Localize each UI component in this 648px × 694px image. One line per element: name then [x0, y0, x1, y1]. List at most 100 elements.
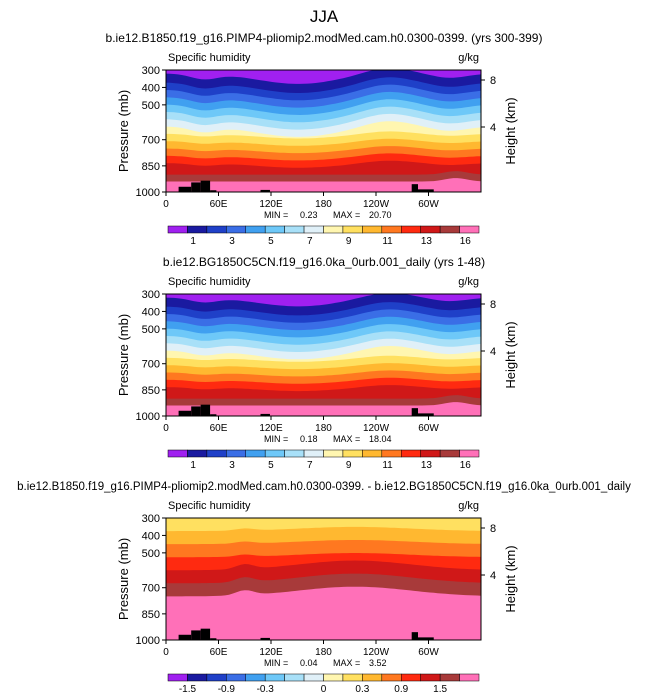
- y2-tick-label: 8: [490, 299, 496, 311]
- terrain-block: [210, 638, 217, 640]
- contour-level-14: [166, 178, 481, 192]
- colorbar-label: 5: [268, 460, 274, 471]
- colorbar-swatch: [167, 225, 188, 234]
- x-tick-label: 120W: [363, 647, 390, 658]
- colorbar-swatch: [439, 449, 460, 458]
- colorbar-label: 1: [190, 460, 196, 471]
- min-label: MIN =: [264, 210, 288, 220]
- colorbar-swatch: [401, 449, 421, 458]
- colorbar-label: 0.3: [355, 684, 369, 694]
- x-tick-label: 120W: [363, 423, 390, 434]
- colorbar-swatch: [381, 673, 402, 682]
- min-label: MIN =: [264, 434, 288, 444]
- contour-level-14: [166, 402, 481, 416]
- y2-axis-label: Height (km): [503, 545, 518, 612]
- colorbar-swatch: [342, 449, 363, 458]
- colorbar-label: 9: [346, 236, 352, 247]
- colorbar-swatch: [459, 225, 480, 234]
- x-tick-label: 0: [163, 423, 169, 434]
- colorbar-swatch: [420, 449, 441, 458]
- colorbar-swatch: [284, 449, 305, 458]
- x-tick-label: 120W: [363, 199, 390, 210]
- panel-title: b.ie12.B1850.f19_g16.PIMP4-pliomip2.modM…: [106, 31, 543, 45]
- terrain-block: [210, 414, 217, 416]
- terrain-block: [191, 630, 201, 640]
- x-tick-label: 0: [163, 199, 169, 210]
- y-tick-label: 1000: [136, 411, 160, 423]
- colorbar-swatch: [284, 673, 305, 682]
- x-tick-label: 60E: [210, 199, 228, 210]
- terrain-block: [418, 413, 434, 416]
- colorbar-swatch: [401, 225, 421, 234]
- y-tick-label: 850: [142, 385, 160, 397]
- chart-panel-3: b.ie12.B1850.f19_g16.PIMP4-pliomip2.modM…: [17, 481, 631, 694]
- colorbar-swatch: [245, 673, 266, 682]
- chart-panel-1: b.ie12.B1850.f19_g16.PIMP4-pliomip2.modM…: [106, 31, 543, 247]
- colorbar-swatch: [439, 673, 460, 682]
- y-tick-label: 400: [142, 306, 160, 318]
- colorbar-swatch: [206, 673, 227, 682]
- colorbar-swatch: [167, 673, 188, 682]
- colorbar-label: 5: [268, 236, 274, 247]
- x-tick-label: 180: [315, 199, 332, 210]
- colorbar-swatch: [226, 673, 246, 682]
- colorbar-label: 16: [460, 236, 472, 247]
- colorbar-swatch: [167, 449, 188, 458]
- colorbar-swatch: [420, 225, 441, 234]
- terrain-block: [260, 189, 270, 192]
- x-tick-label: 180: [315, 647, 332, 658]
- colorbar-label: -1.5: [179, 684, 197, 694]
- colorbar-swatch: [245, 225, 266, 234]
- x-tick-label: 60W: [418, 423, 439, 434]
- figure-season-title: JJA: [310, 7, 339, 26]
- terrain-block: [178, 634, 192, 640]
- panel-title: b.ie12.BG1850C5CN.f19_g16.0ka_0urb.001_d…: [163, 255, 485, 269]
- colorbar-label: -0.3: [257, 684, 275, 694]
- y-axis-label: Pressure (mb): [116, 90, 131, 172]
- y-tick-label: 700: [142, 135, 160, 147]
- colorbar-label: 13: [421, 236, 433, 247]
- colorbar-swatch: [323, 225, 344, 234]
- colorbar-swatch: [420, 673, 441, 682]
- colorbar-swatch: [226, 449, 246, 458]
- chart-panel-2: b.ie12.BG1850C5CN.f19_g16.0ka_0urb.001_d…: [116, 255, 518, 471]
- terrain-block: [191, 406, 201, 416]
- colorbar-label: 1: [190, 236, 196, 247]
- colorbar-label: 7: [307, 460, 313, 471]
- colorbar-label: 7: [307, 236, 313, 247]
- y-tick-label: 1000: [136, 187, 160, 199]
- contour-level-14: [166, 586, 481, 640]
- colorbar-label: 1.5: [433, 684, 447, 694]
- colorbar-swatch: [362, 225, 383, 234]
- terrain-block: [191, 182, 201, 192]
- colorbar-swatch: [187, 225, 208, 234]
- max-value: 20.70: [369, 210, 392, 220]
- colorbar-swatch: [323, 449, 344, 458]
- panel-units: g/kg: [458, 276, 479, 288]
- terrain-block: [210, 190, 217, 192]
- y-tick-label: 400: [142, 82, 160, 94]
- contour-fills: [166, 294, 481, 416]
- min-value: 0.23: [300, 210, 318, 220]
- colorbar-label: -0.9: [218, 684, 236, 694]
- terrain-block: [418, 637, 434, 640]
- max-label: MAX =: [333, 658, 360, 668]
- min-value: 0.04: [300, 658, 318, 668]
- colorbar-swatch: [284, 225, 305, 234]
- max-value: 3.52: [369, 658, 387, 668]
- x-tick-label: 60E: [210, 423, 228, 434]
- colorbar-swatch: [362, 449, 383, 458]
- colorbar-label: 3: [229, 460, 235, 471]
- colorbar-swatch: [381, 225, 402, 234]
- colorbar-label: 9: [346, 460, 352, 471]
- y-tick-label: 400: [142, 530, 160, 542]
- contour-fills: [166, 518, 481, 640]
- colorbar-label: 0: [321, 684, 327, 694]
- x-tick-label: 120E: [259, 199, 283, 210]
- colorbar-swatch: [459, 673, 480, 682]
- x-tick-label: 60W: [418, 199, 439, 210]
- min-value: 0.18: [300, 434, 318, 444]
- y2-tick-label: 8: [490, 523, 496, 535]
- y-tick-label: 850: [142, 609, 160, 621]
- y-tick-label: 500: [142, 324, 160, 336]
